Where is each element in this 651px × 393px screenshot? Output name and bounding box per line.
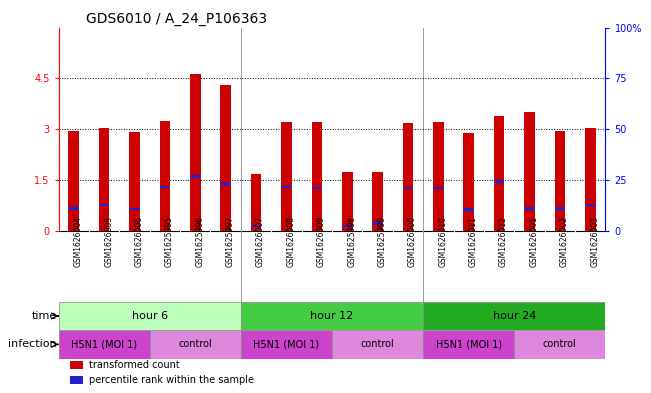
Text: hour 24: hour 24 <box>493 311 536 321</box>
Bar <box>241 330 332 358</box>
Bar <box>70 361 83 369</box>
Text: hour 12: hour 12 <box>311 311 353 321</box>
Bar <box>372 173 383 231</box>
Bar <box>423 302 605 330</box>
Bar <box>281 121 292 231</box>
Text: GSM1626000: GSM1626000 <box>408 216 417 267</box>
Bar <box>464 208 474 211</box>
Bar <box>464 133 474 231</box>
Bar <box>372 222 383 224</box>
Bar <box>402 187 413 189</box>
Bar <box>433 121 444 231</box>
Text: GSM1626005: GSM1626005 <box>104 216 113 267</box>
Bar <box>342 173 353 231</box>
Text: H5N1 (MOI 1): H5N1 (MOI 1) <box>71 340 137 349</box>
Text: GSM1626006: GSM1626006 <box>135 216 143 267</box>
Bar <box>312 187 322 189</box>
Text: hour 6: hour 6 <box>132 311 168 321</box>
Text: GSM1626004: GSM1626004 <box>74 216 83 267</box>
Bar <box>220 85 231 231</box>
Bar <box>332 330 423 358</box>
Bar <box>129 208 140 210</box>
Text: GSM1625997: GSM1625997 <box>226 216 234 267</box>
Bar <box>59 302 241 330</box>
Text: H5N1 (MOI 1): H5N1 (MOI 1) <box>436 340 502 349</box>
Bar <box>342 224 353 227</box>
Bar <box>150 330 241 358</box>
Bar <box>68 207 79 209</box>
Bar <box>129 132 140 231</box>
Text: time: time <box>32 311 57 321</box>
Bar <box>312 122 322 231</box>
Text: infection: infection <box>8 340 57 349</box>
Text: GSM1626003: GSM1626003 <box>590 216 599 267</box>
Text: GSM1625999: GSM1625999 <box>378 216 387 267</box>
Text: transformed count: transformed count <box>89 360 180 370</box>
Text: GSM1625996: GSM1625996 <box>195 216 204 267</box>
Text: GSM1625998: GSM1625998 <box>347 216 356 267</box>
Text: GSM1626007: GSM1626007 <box>256 216 265 267</box>
Bar <box>423 330 514 358</box>
Text: GSM1625995: GSM1625995 <box>165 216 174 267</box>
Bar <box>514 330 605 358</box>
Bar <box>99 129 109 231</box>
Bar <box>524 207 535 209</box>
Bar <box>555 207 565 209</box>
Bar <box>159 121 171 231</box>
Text: H5N1 (MOI 1): H5N1 (MOI 1) <box>253 340 320 349</box>
Text: GSM1626002: GSM1626002 <box>560 216 569 267</box>
Text: control: control <box>543 340 577 349</box>
Text: GSM1626011: GSM1626011 <box>469 216 478 267</box>
Bar <box>241 302 423 330</box>
Bar <box>433 187 444 189</box>
Bar <box>493 180 505 183</box>
Bar <box>524 112 535 231</box>
Bar <box>493 116 505 231</box>
Text: GSM1626001: GSM1626001 <box>529 216 538 267</box>
Bar <box>585 128 596 231</box>
Bar <box>402 123 413 231</box>
Bar <box>159 185 171 188</box>
Bar <box>251 224 262 227</box>
Bar <box>220 182 231 185</box>
Bar <box>555 131 565 231</box>
Bar <box>251 174 262 231</box>
Bar <box>190 175 201 178</box>
Bar <box>70 376 83 384</box>
Text: GSM1626009: GSM1626009 <box>317 216 326 267</box>
Text: GSM1626010: GSM1626010 <box>438 216 447 267</box>
Bar <box>68 131 79 231</box>
Bar <box>59 330 150 358</box>
Text: percentile rank within the sample: percentile rank within the sample <box>89 375 254 385</box>
Bar <box>281 185 292 188</box>
Text: GDS6010 / A_24_P106363: GDS6010 / A_24_P106363 <box>86 13 267 26</box>
Bar <box>190 74 201 231</box>
Text: control: control <box>361 340 395 349</box>
Bar <box>99 204 109 206</box>
Bar <box>585 204 596 206</box>
Text: GSM1626008: GSM1626008 <box>286 216 296 267</box>
Text: GSM1626012: GSM1626012 <box>499 216 508 267</box>
Text: control: control <box>178 340 212 349</box>
